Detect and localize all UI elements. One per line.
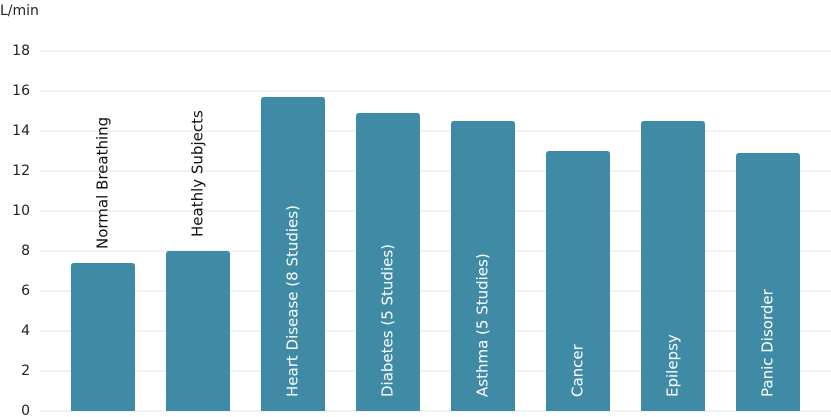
y-tick-label: 6 [21, 283, 30, 299]
bar [451, 121, 515, 411]
category-label: Cancer [569, 343, 587, 397]
y-tick-label: 16 [12, 83, 30, 99]
bar [261, 97, 325, 411]
category-label: Asthma (5 Studies) [474, 253, 492, 397]
category-label: Epilepsy [664, 334, 682, 397]
bar [71, 263, 135, 411]
category-label: Heart Disease (8 Studies) [284, 205, 302, 397]
bar [736, 153, 800, 411]
y-tick-label: 0 [21, 403, 30, 417]
bar [356, 113, 420, 411]
y-tick-label: 8 [21, 243, 30, 259]
y-tick-label: 14 [12, 123, 30, 139]
bar [546, 151, 610, 411]
bar [641, 121, 705, 411]
category-label: Heathly Subjects [189, 110, 207, 237]
category-label: Normal Breathing [94, 117, 112, 249]
y-tick-label: 12 [12, 163, 30, 179]
y-axis-label: L/min [0, 3, 39, 19]
bar [166, 251, 230, 411]
y-tick-label: 10 [12, 203, 30, 219]
y-tick-label: 18 [12, 43, 30, 59]
category-label: Diabetes (5 Studies) [379, 244, 397, 397]
y-tick-label: 4 [21, 323, 30, 339]
y-tick-label: 2 [21, 363, 30, 379]
category-label: Panic Disorder [759, 288, 777, 397]
